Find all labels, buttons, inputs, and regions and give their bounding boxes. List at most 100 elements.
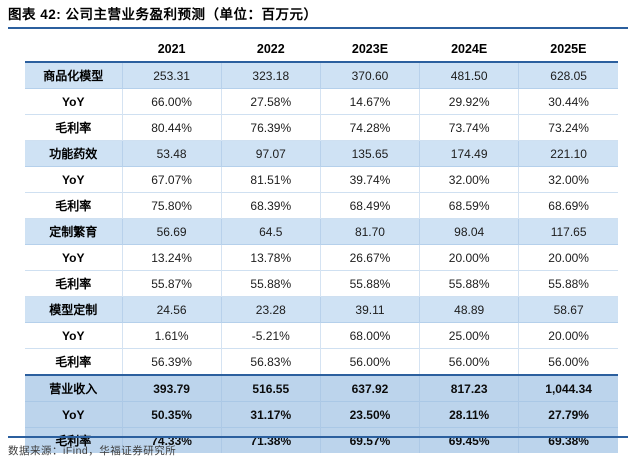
cell-value: 31.17%: [220, 401, 321, 428]
row-label: 模型定制: [25, 296, 122, 323]
cell-value: 80.44%: [121, 114, 222, 141]
cell-value: 68.69%: [518, 192, 618, 219]
cell-value: 50.35%: [121, 401, 222, 428]
cell-value: 74.28%: [319, 114, 420, 141]
cell-value: 13.78%: [220, 244, 321, 271]
cell-value: 55.88%: [518, 270, 618, 297]
table-row: YoY 66.00% 27.58% 14.67% 29.92% 30.44%: [25, 88, 618, 115]
cell-value: 20.00%: [419, 244, 519, 271]
row-label: YoY: [25, 322, 122, 349]
cell-value: 23.28: [220, 296, 321, 323]
cell-value: 67.07%: [121, 166, 222, 193]
year-header: 2023E: [320, 36, 420, 63]
table-row: 毛利率 80.44% 76.39% 74.28% 73.74% 73.24%: [25, 114, 618, 141]
row-label: 营业收入: [25, 374, 122, 402]
cell-value: 73.74%: [419, 114, 519, 141]
cell-value: 56.00%: [518, 348, 618, 375]
table-row: 毛利率 74.33% 71.38% 69.57% 69.45% 69.38%: [25, 427, 618, 453]
title-underline: [8, 27, 628, 29]
cell-value: 81.70: [319, 218, 420, 245]
cell-value: 56.83%: [220, 348, 321, 375]
cell-value: 13.24%: [121, 244, 222, 271]
cell-value: 69.57%: [319, 427, 420, 453]
cell-value: 69.38%: [518, 427, 618, 453]
table-body: 商品化模型 253.31 323.18 370.60 481.50 628.05 YoY 66…: [25, 62, 618, 453]
row-label: 毛利率: [25, 348, 122, 375]
cell-value: 32.00%: [518, 166, 618, 193]
cell-value: 39.11: [319, 296, 420, 323]
table-row: 功能药效 53.48 97.07 135.65 174.49 221.10: [25, 140, 618, 167]
cell-value: 76.39%: [220, 114, 321, 141]
cell-value: 481.50: [419, 62, 519, 89]
table-row: YoY 13.24% 13.78% 26.67% 20.00% 20.00%: [25, 244, 618, 271]
cell-value: 20.00%: [518, 322, 618, 349]
cell-value: 56.00%: [419, 348, 519, 375]
source-note: 数据来源：iFind，华福证券研究所: [8, 445, 177, 457]
row-label: 毛利率: [25, 270, 122, 297]
cell-value: 69.45%: [419, 427, 519, 453]
cell-value: 55.87%: [121, 270, 222, 297]
year-header: 2025E: [518, 36, 618, 63]
cell-value: 29.92%: [419, 88, 519, 115]
row-label: 毛利率: [25, 427, 122, 453]
cell-value: 68.59%: [419, 192, 519, 219]
cell-value: -5.21%: [220, 322, 321, 349]
cell-value: 74.33%: [121, 427, 222, 453]
cell-value: 323.18: [220, 62, 321, 89]
row-label: YoY: [25, 244, 122, 271]
exhibit-title: 图表 42: 公司主营业务盈利预测（单位：百万元）: [8, 7, 318, 22]
cell-value: 25.00%: [419, 322, 519, 349]
cell-value: 56.69: [121, 218, 222, 245]
cell-value: 817.23: [419, 374, 519, 402]
table-row: 毛利率 75.80% 68.39% 68.49% 68.59% 68.69%: [25, 192, 618, 219]
row-label: YoY: [25, 166, 122, 193]
year-header: 2024E: [419, 36, 519, 63]
cell-value: 1.61%: [121, 322, 222, 349]
table-row: 毛利率 56.39% 56.83% 56.00% 56.00% 56.00%: [25, 348, 618, 375]
table-row: 模型定制 24.56 23.28 39.11 48.89 58.67: [25, 296, 618, 323]
cell-value: 68.49%: [319, 192, 420, 219]
cell-value: 28.11%: [419, 401, 519, 428]
table-row: YoY 67.07% 81.51% 39.74% 32.00% 32.00%: [25, 166, 618, 193]
cell-value: 55.88%: [319, 270, 420, 297]
cell-value: 30.44%: [518, 88, 618, 115]
cell-value: 68.39%: [220, 192, 321, 219]
cell-value: 516.55: [220, 374, 321, 402]
cell-value: 221.10: [518, 140, 618, 167]
cell-value: 27.79%: [518, 401, 618, 428]
year-header: 2022: [221, 36, 321, 63]
cell-value: 253.31: [121, 62, 222, 89]
cell-value: 637.92: [319, 374, 420, 402]
cell-value: 55.88%: [419, 270, 519, 297]
table-row: YoY 50.35% 31.17% 23.50% 28.11% 27.79%: [25, 401, 618, 428]
row-label: 定制繁育: [25, 218, 122, 245]
table-row: YoY 1.61% -5.21% 68.00% 25.00% 20.00%: [25, 322, 618, 349]
row-label: YoY: [25, 88, 122, 115]
row-label: YoY: [25, 401, 122, 428]
cell-value: 55.88%: [220, 270, 321, 297]
cell-value: 14.67%: [319, 88, 420, 115]
cell-value: 117.65: [518, 218, 618, 245]
cell-value: 174.49: [419, 140, 519, 167]
cell-value: 75.80%: [121, 192, 222, 219]
table-row: 定制繁育 56.69 64.5 81.70 98.04 117.65: [25, 218, 618, 245]
year-header: 2021: [122, 36, 222, 63]
cell-value: 97.07: [220, 140, 321, 167]
cell-value: 20.00%: [518, 244, 618, 271]
cell-value: 64.5: [220, 218, 321, 245]
profit-forecast-table: 2021 2022 2023E 2024E 2025E 商品化模型 253.31 323.1…: [25, 36, 618, 453]
table-row: 商品化模型 253.31 323.18 370.60 481.50 628.05: [25, 62, 618, 89]
cell-value: 39.74%: [319, 166, 420, 193]
cell-value: 27.58%: [220, 88, 321, 115]
cell-value: 81.51%: [220, 166, 321, 193]
cell-value: 71.38%: [220, 427, 321, 453]
table-row: 毛利率 55.87% 55.88% 55.88% 55.88% 55.88%: [25, 270, 618, 297]
cell-value: 23.50%: [319, 401, 420, 428]
row-label: 功能药效: [25, 140, 122, 167]
header-row: 2021 2022 2023E 2024E 2025E: [25, 36, 618, 63]
cell-value: 58.67: [518, 296, 618, 323]
cell-value: 26.67%: [319, 244, 420, 271]
cell-value: 24.56: [121, 296, 222, 323]
cell-value: 53.48: [121, 140, 222, 167]
